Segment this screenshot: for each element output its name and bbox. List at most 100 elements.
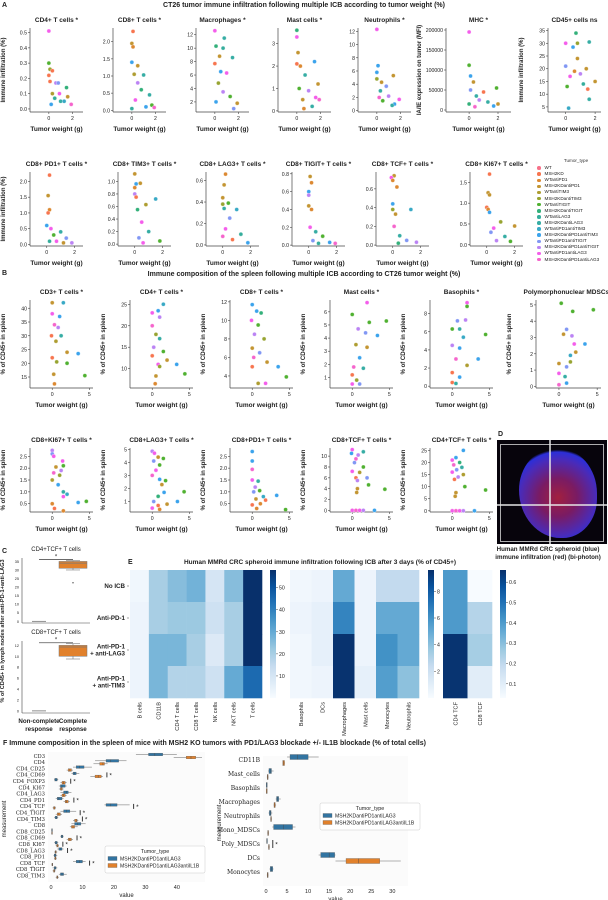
legend-box — [104, 845, 206, 874]
legend-marker-icon — [537, 178, 541, 183]
heatmap-cell — [467, 666, 493, 699]
data-point — [156, 454, 161, 460]
y-tick-label: 35 — [539, 29, 545, 35]
heatmap-cell — [397, 570, 420, 603]
data-point — [228, 94, 233, 99]
legend-item: WTantiTIM3 — [536, 189, 608, 195]
y-tick-label: 50000 — [429, 88, 444, 94]
y-tick-label: 10 — [421, 485, 427, 491]
y-tick-label: 0.4 — [196, 200, 203, 206]
chart-svg: CD45+ cells ns 5 10 15 20 25 30 35 0 2 Tumor weigh… — [519, 17, 601, 133]
data-point — [356, 452, 361, 458]
data-point — [256, 381, 261, 386]
data-point — [459, 465, 465, 470]
x-tick-label: 2 — [71, 116, 74, 122]
x-axis-label: Tumor weight (g) — [435, 526, 487, 533]
data-point — [64, 235, 69, 241]
x-axis-label: Tumor weight (g) — [118, 260, 170, 267]
chart-svg: CD8+ TIGIT+ T cells * 0.0 0.2 0.4 0.6 0.8 0 2 Tu… — [282, 161, 352, 267]
data-point — [353, 456, 359, 461]
heatmap-cell — [130, 634, 150, 667]
category-label: CD8_PD1 — [20, 855, 45, 861]
legend-item: MSH2KDantiPD1antiTIGIT — [536, 244, 608, 250]
data-point — [568, 353, 573, 358]
y-tick-label: 0.1 — [20, 92, 27, 98]
y-tick-label: 2 — [190, 100, 193, 106]
y-tick-label: 1.0 — [220, 490, 227, 496]
legend-item: MSH2KDantiLAG3 — [536, 220, 608, 226]
legend-label: MSH2KDantiPD1antiLAG3 — [335, 814, 396, 820]
column-label: DCs — [320, 702, 326, 713]
y-tick-label: 5 — [530, 303, 533, 309]
data-point — [230, 237, 235, 242]
data-point — [361, 366, 366, 371]
plot-title: Mast cells * — [287, 17, 323, 24]
data-point — [569, 333, 575, 339]
x-tick-label: 2 — [497, 116, 500, 122]
y-tick-label: 8 — [352, 56, 355, 62]
significance-star: * — [85, 817, 88, 824]
y-tick-label: 10 — [321, 454, 327, 460]
data-point — [573, 349, 578, 355]
y-axis-label: % of CD45+ in spleen — [401, 449, 407, 510]
data-point — [153, 468, 159, 473]
data-point — [488, 230, 494, 235]
column-label: NK cells — [213, 702, 219, 723]
data-point — [64, 361, 70, 366]
data-point — [390, 207, 395, 212]
data-point — [394, 184, 400, 190]
category-label: Macrophages — [219, 799, 260, 806]
column-label: CD11B — [156, 702, 162, 720]
y-tick-label: 30 — [539, 41, 545, 47]
data-point — [386, 93, 391, 99]
data-point — [457, 460, 462, 465]
y-tick-label: 0 — [352, 109, 355, 115]
data-point — [320, 234, 325, 239]
data-point — [132, 72, 137, 77]
category-label: CD3 — [34, 754, 45, 760]
category-label: CD4_CD25 — [16, 766, 45, 772]
data-point — [257, 350, 262, 355]
data-point — [354, 490, 359, 495]
x-tick-label: 0 — [213, 116, 216, 122]
data-point — [350, 447, 355, 452]
data-point — [139, 220, 144, 225]
data-point — [466, 29, 472, 35]
data-point — [453, 494, 458, 499]
y-tick-label: 0 — [530, 384, 533, 390]
chart-svg: CD8+ PD1+ T cells * 0.0 0.5 1.0 1.5 2.0 0 2 Tumo… — [1, 161, 88, 267]
legend-label: WTantiTIM3 — [544, 189, 570, 195]
x-tick-label: 30 — [142, 885, 148, 891]
category-label: CD4_FOXP3 — [13, 779, 45, 785]
heatmap-cell — [224, 634, 244, 667]
y-tick-label: 10 — [187, 46, 193, 52]
data-point — [327, 240, 332, 245]
data-point — [563, 64, 568, 69]
colorbar-tick-label: 40 — [279, 608, 285, 614]
y-tick-label: 2 — [530, 352, 533, 358]
y-tick-label: 0.0 — [460, 243, 467, 249]
significance-star: * — [65, 842, 68, 849]
data-point — [51, 470, 56, 476]
box — [58, 645, 88, 657]
data-point — [157, 507, 162, 512]
heatmap-cell — [148, 570, 169, 603]
data-point — [379, 80, 384, 85]
x-axis-label: Tumor weight (g) — [278, 126, 330, 133]
legend-title: Tumor_type — [563, 158, 589, 163]
y-tick-label: 0.0 — [108, 242, 115, 248]
data-point — [556, 382, 562, 387]
data-point — [47, 79, 53, 84]
heatmap-cell — [290, 570, 312, 603]
y-tick-label: 1.5 — [20, 478, 27, 484]
x-tick-label: 15 — [326, 889, 332, 895]
data-point — [564, 84, 570, 89]
data-point — [245, 240, 250, 245]
data-point — [250, 458, 255, 464]
category-label: DCs — [248, 855, 260, 862]
chart-svg: CD11B Mast_cells Basophils Macrophages Neutr… — [217, 754, 421, 900]
x-tick-label: 5 — [388, 392, 391, 398]
label-line: Anti-PD-1 — [97, 615, 126, 622]
data-point — [350, 381, 355, 387]
x-axis-label: Tumor weight (g) — [30, 126, 82, 133]
